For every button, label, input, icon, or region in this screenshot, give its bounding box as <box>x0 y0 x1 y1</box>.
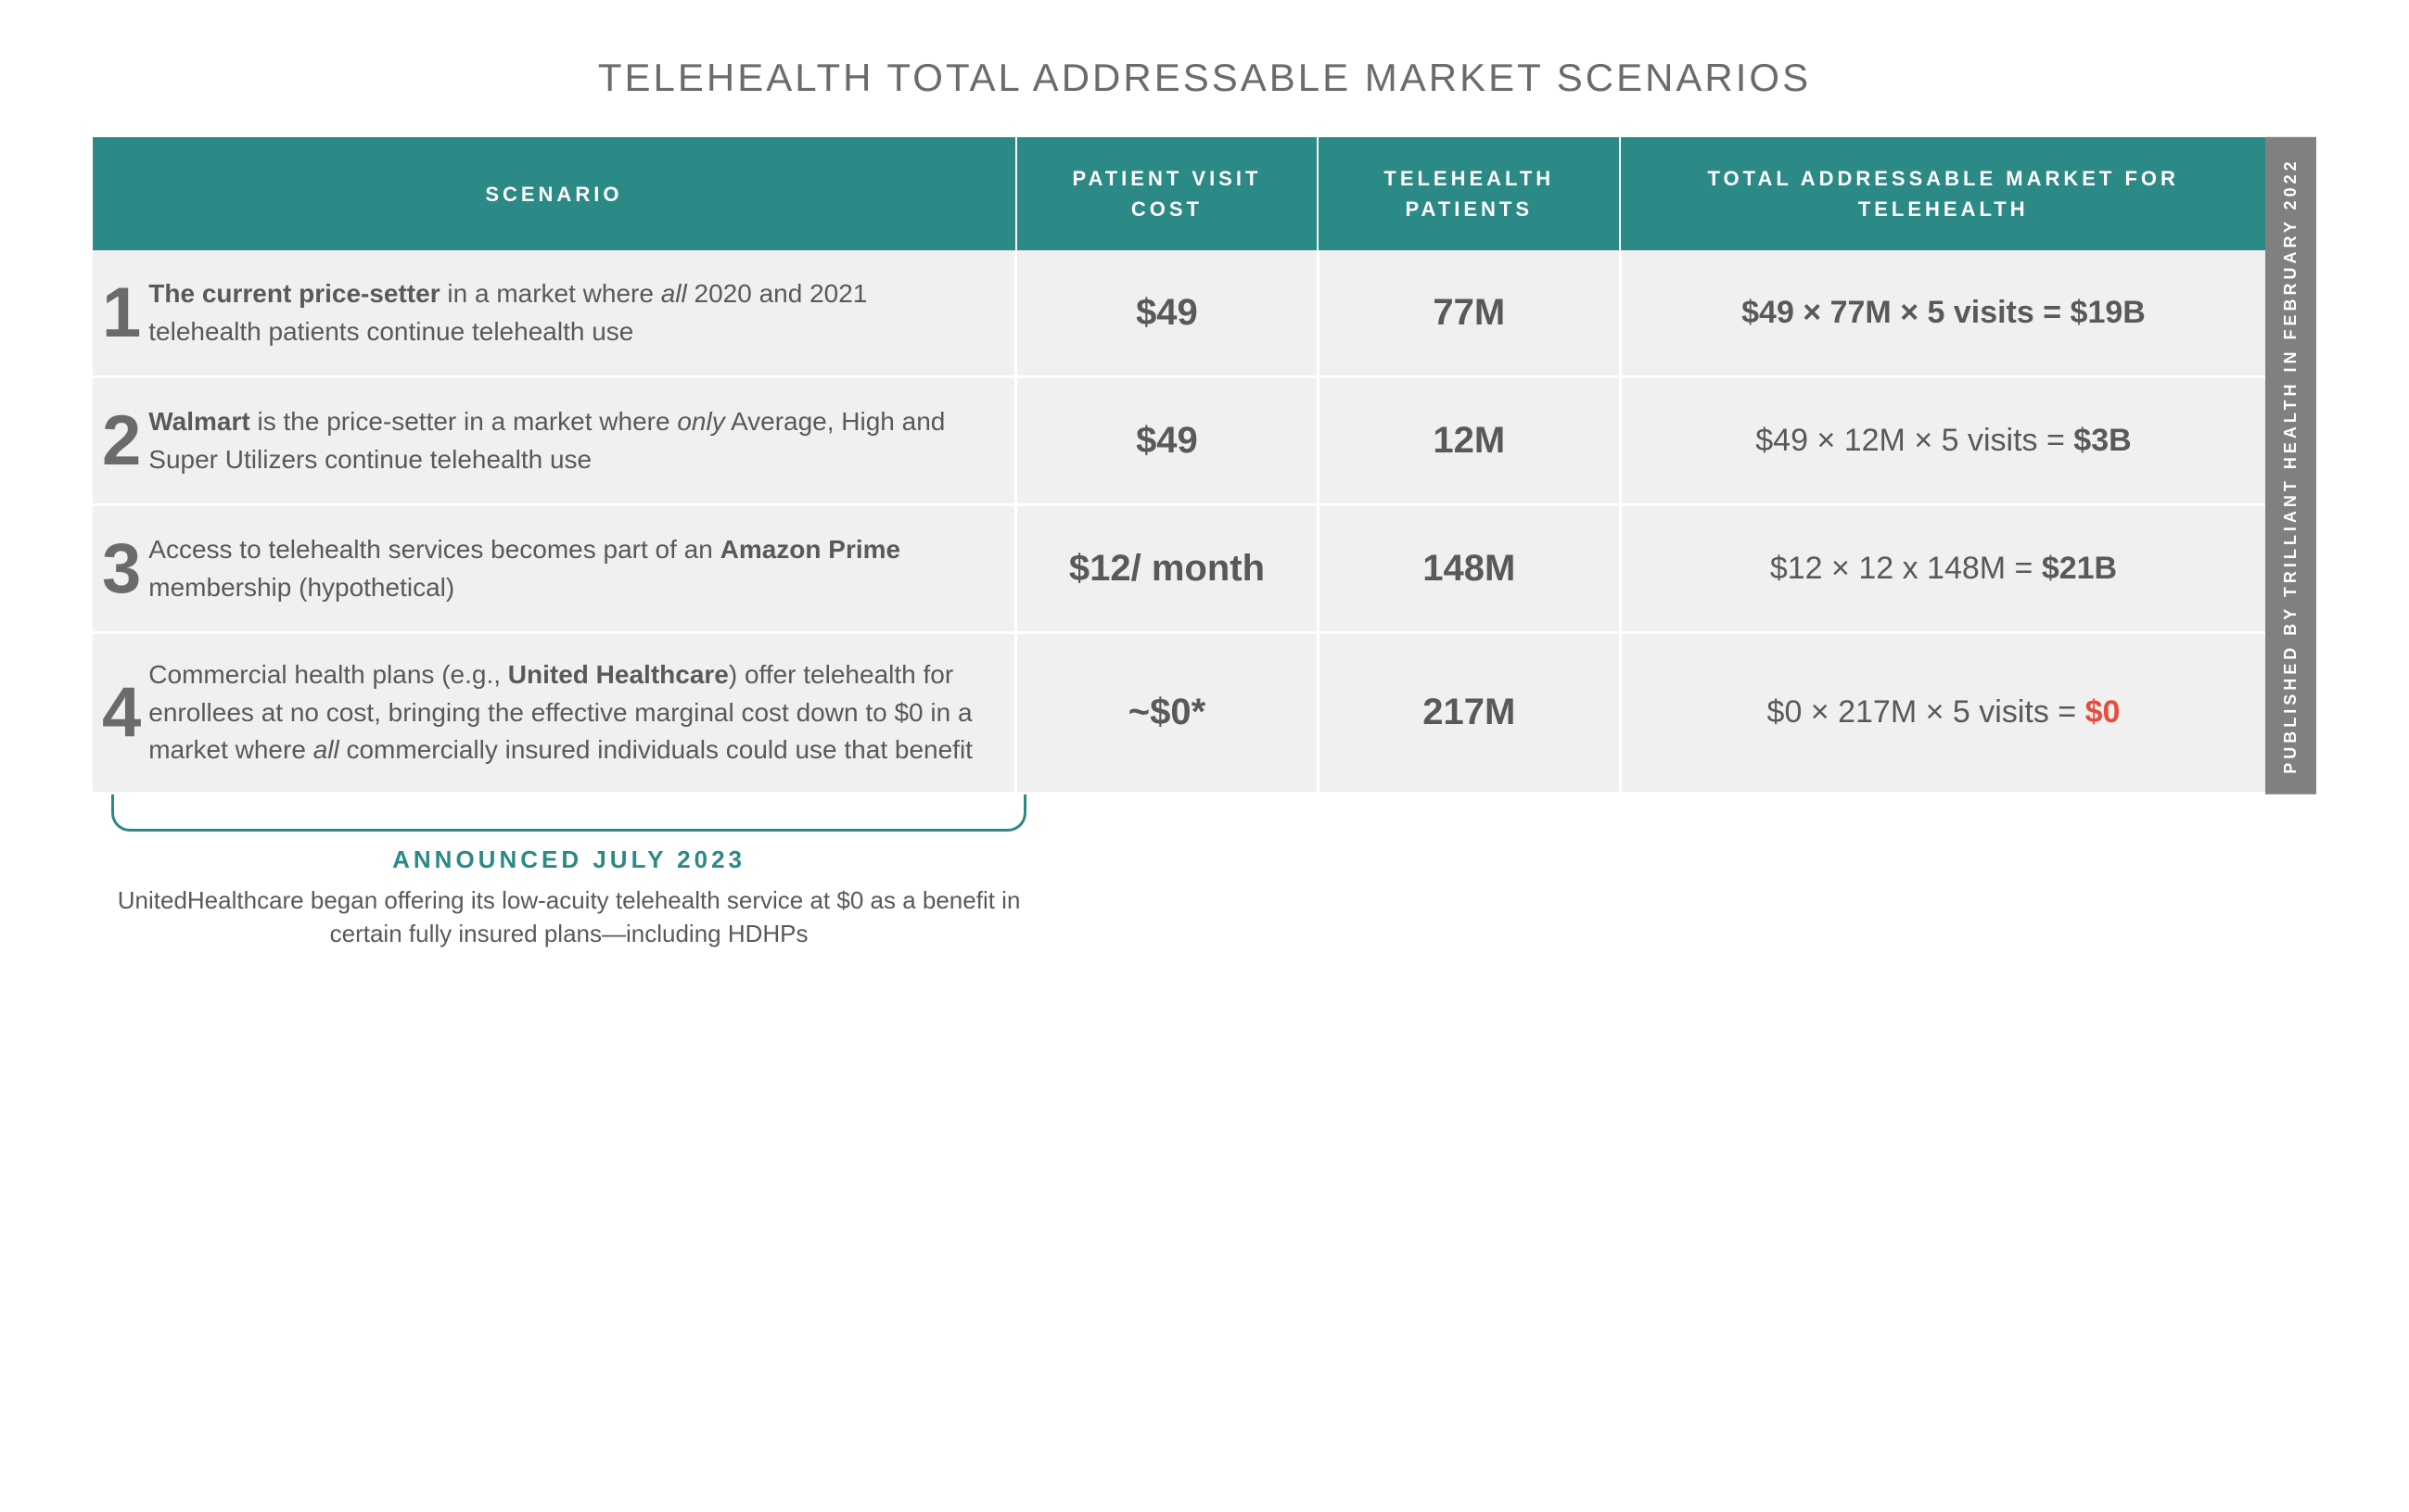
header-row: SCENARIO PATIENT VISIT COST TELEHEALTH P… <box>93 137 2265 250</box>
annotation-text: UnitedHealthcare began offering its low-… <box>111 883 1026 951</box>
table-row: 2Walmart is the price-setter in a market… <box>93 377 2265 505</box>
scenario-text: Access to telehealth services becomes pa… <box>141 505 1015 633</box>
scenarios-table: SCENARIO PATIENT VISIT COST TELEHEALTH P… <box>93 137 2265 794</box>
table-main: SCENARIO PATIENT VISIT COST TELEHEALTH P… <box>93 137 2265 794</box>
table-row: 4Commercial health plans (e.g., United H… <box>93 633 2265 794</box>
tam-value: $12 × 12 x 148M = $21B <box>1620 505 2265 633</box>
tam-value: $0 × 217M × 5 visits = $0 <box>1620 633 2265 794</box>
annotation-bracket <box>111 794 1026 832</box>
row-number: 4 <box>93 633 141 794</box>
cost-value: $49 <box>1016 377 1318 505</box>
page-title: TELEHEALTH TOTAL ADDRESSABLE MARKET SCEN… <box>93 56 2316 100</box>
scenario-text: Walmart is the price-setter in a market … <box>141 377 1015 505</box>
infographic-container: TELEHEALTH TOTAL ADDRESSABLE MARKET SCEN… <box>93 56 2316 951</box>
col-tam: TOTAL ADDRESSABLE MARKET FOR TELEHEALTH <box>1620 137 2265 250</box>
col-scenario: SCENARIO <box>93 137 1016 250</box>
tam-value: $49 × 12M × 5 visits = $3B <box>1620 377 2265 505</box>
patients-value: 77M <box>1318 250 1620 377</box>
publisher-sidebar: PUBLISHED BY TRILLIANT HEALTH IN FEBRUAR… <box>2265 137 2316 794</box>
scenario-text: The current price-setter in a market whe… <box>141 250 1015 377</box>
cost-value: $49 <box>1016 250 1318 377</box>
row-number: 2 <box>93 377 141 505</box>
annotation-title: ANNOUNCED JULY 2023 <box>111 845 1026 874</box>
patients-value: 12M <box>1318 377 1620 505</box>
col-cost: PATIENT VISIT COST <box>1016 137 1318 250</box>
patients-value: 148M <box>1318 505 1620 633</box>
row-number: 3 <box>93 505 141 633</box>
table-wrapper: SCENARIO PATIENT VISIT COST TELEHEALTH P… <box>93 137 2316 794</box>
scenario-text: Commercial health plans (e.g., United He… <box>141 633 1015 794</box>
col-patients: TELEHEALTH PATIENTS <box>1318 137 1620 250</box>
patients-value: 217M <box>1318 633 1620 794</box>
tam-value: $49 × 77M × 5 visits = $19B <box>1620 250 2265 377</box>
cost-value: ~$0* <box>1016 633 1318 794</box>
table-row: 3Access to telehealth services becomes p… <box>93 505 2265 633</box>
table-row: 1The current price-setter in a market wh… <box>93 250 2265 377</box>
row-number: 1 <box>93 250 141 377</box>
cost-value: $12/ month <box>1016 505 1318 633</box>
annotation-block: ANNOUNCED JULY 2023 UnitedHealthcare beg… <box>93 794 1026 951</box>
